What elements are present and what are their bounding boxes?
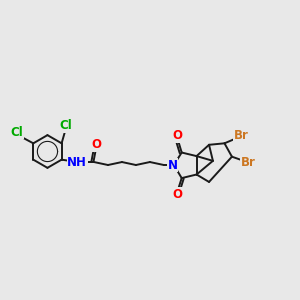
Text: Br: Br: [241, 156, 255, 169]
Text: N: N: [168, 158, 178, 172]
Text: O: O: [92, 138, 101, 151]
Text: O: O: [172, 188, 182, 201]
Text: Br: Br: [234, 129, 249, 142]
Text: NH: NH: [67, 155, 87, 169]
Text: Cl: Cl: [59, 119, 72, 132]
Text: O: O: [172, 129, 182, 142]
Text: Cl: Cl: [10, 125, 23, 139]
